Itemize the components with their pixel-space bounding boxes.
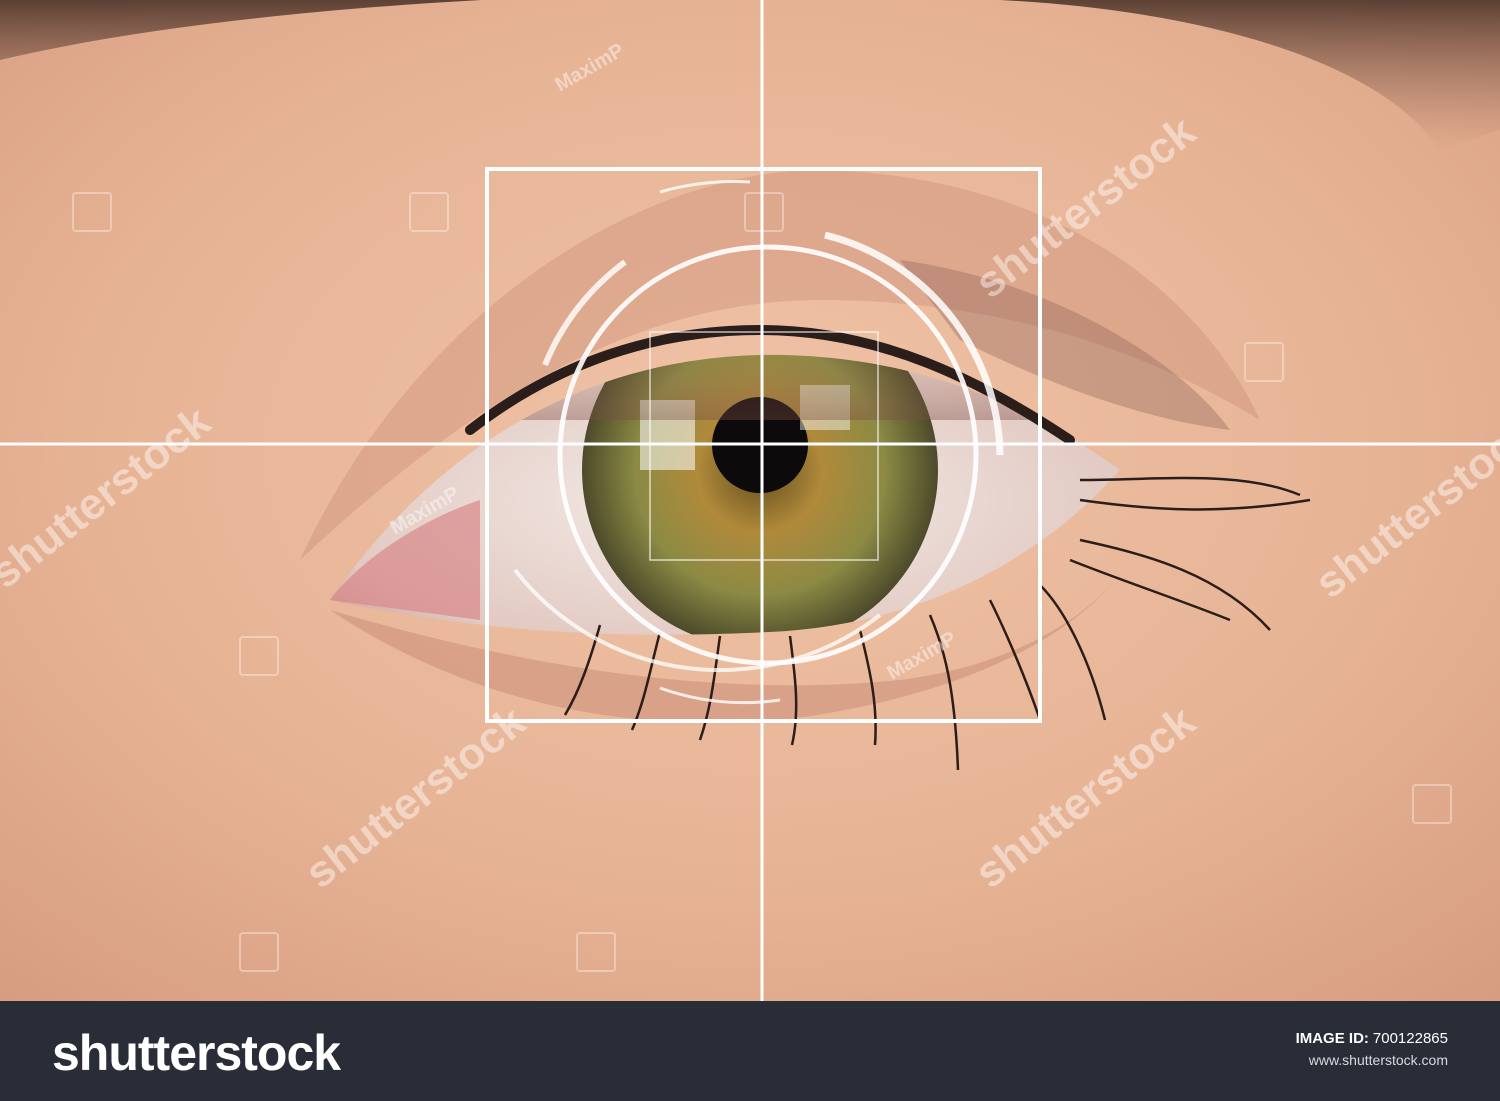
- scan-arc-lower: [513, 568, 882, 673]
- scan-arc-right: [824, 231, 1004, 456]
- eyebrow: [0, 0, 1500, 150]
- stock-footer: shutterstock IMAGE ID: 700122865 www.shut…: [0, 1001, 1500, 1101]
- eyelid-crease: [300, 170, 1260, 560]
- scan-frame: [485, 167, 1042, 723]
- eyeshadow: [900, 260, 1230, 430]
- image-id-value: 700122865: [1372, 1030, 1448, 1047]
- lower-lashes: [563, 476, 1311, 771]
- scan-arc-left: [542, 259, 627, 367]
- lower-lid: [330, 560, 1130, 723]
- inner-frame: [649, 331, 879, 561]
- scan-arc-top: [659, 180, 751, 194]
- scan-arc-bottom: [659, 686, 781, 705]
- eye-scan-photo: shutterstock shutterstock shutterstock s…: [0, 0, 1500, 1001]
- image-id-label: IMAGE ID:: [1295, 1030, 1369, 1047]
- upper-lash-line: [465, 324, 1075, 445]
- image-meta: IMAGE ID: 700122865 www.shutterstock.com: [1296, 1029, 1448, 1071]
- image-id: IMAGE ID: 700122865: [1296, 1029, 1448, 1049]
- website-link[interactable]: www.shutterstock.com: [1308, 1052, 1448, 1068]
- scan-ring: [557, 244, 979, 666]
- watermark-icons: [72, 192, 1452, 972]
- scanner-overlay: [0, 0, 1500, 1001]
- stock-photo: shutterstock shutterstock shutterstock s…: [0, 0, 1500, 1001]
- shutterstock-logo: shutterstock: [52, 1025, 341, 1081]
